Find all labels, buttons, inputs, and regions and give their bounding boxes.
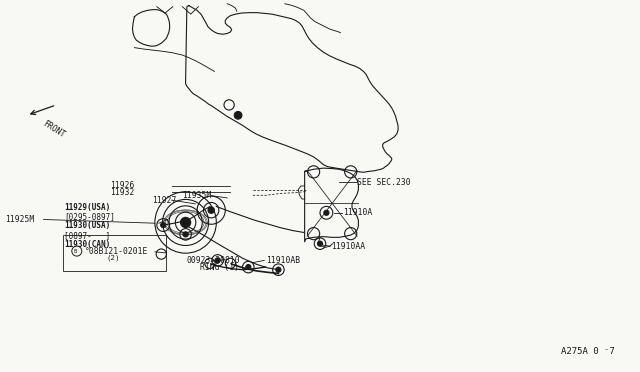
Text: RING (1): RING (1) <box>200 263 239 272</box>
Text: 11925M: 11925M <box>5 215 35 224</box>
Text: 11930(USA): 11930(USA) <box>64 221 110 230</box>
Circle shape <box>234 112 242 119</box>
Circle shape <box>215 258 220 263</box>
Text: 11930(CAN): 11930(CAN) <box>64 240 110 249</box>
Text: B: B <box>73 248 77 254</box>
Circle shape <box>276 267 281 272</box>
Text: 11910A: 11910A <box>343 208 372 217</box>
Circle shape <box>324 210 329 215</box>
Text: 00923-20810: 00923-20810 <box>187 256 241 265</box>
Circle shape <box>317 241 323 246</box>
Text: FRONT: FRONT <box>41 119 67 140</box>
Circle shape <box>180 217 191 228</box>
Text: °08B121-0201E: °08B121-0201E <box>84 247 148 256</box>
Text: 11932: 11932 <box>110 188 134 197</box>
Circle shape <box>208 207 214 214</box>
Text: 11926: 11926 <box>110 182 134 190</box>
Text: 11935M: 11935M <box>182 191 212 200</box>
Circle shape <box>246 264 251 270</box>
Text: A275A 0 ⁻7: A275A 0 ⁻7 <box>561 347 614 356</box>
Text: 11929(USA): 11929(USA) <box>64 203 110 212</box>
Circle shape <box>183 232 188 237</box>
Text: SEE SEC.230: SEE SEC.230 <box>357 178 411 187</box>
Bar <box>63 235 166 271</box>
Text: 11927: 11927 <box>152 196 177 205</box>
Circle shape <box>161 222 166 228</box>
Text: (2): (2) <box>107 254 120 261</box>
Text: [0897-   ]: [0897- ] <box>64 231 110 240</box>
Text: 11910AA: 11910AA <box>332 242 365 251</box>
Text: [0295-0897]: [0295-0897] <box>64 212 115 221</box>
Text: 11910AB: 11910AB <box>266 256 300 265</box>
